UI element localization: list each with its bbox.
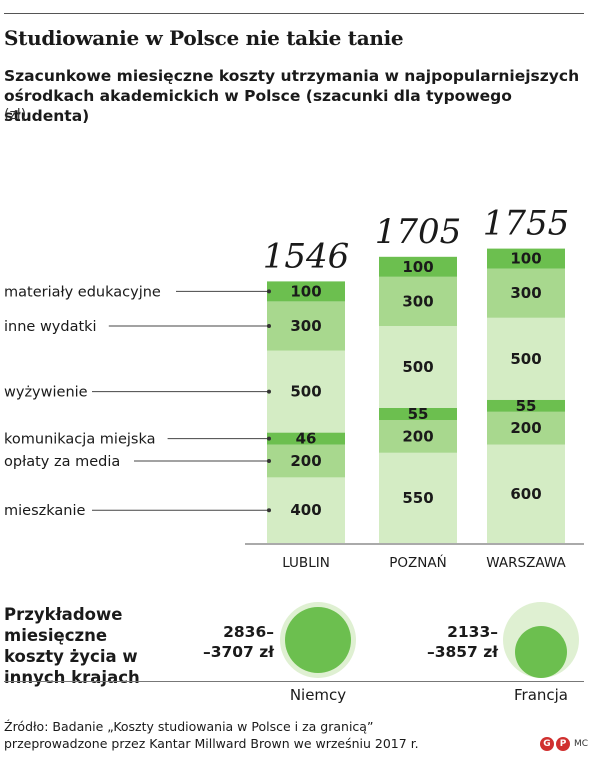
stacked-bar-chart: 400 200 46 500 300 100 1546 LUBLIN 550 200 55 500 30… <box>4 204 584 571</box>
leader-dot <box>267 289 271 294</box>
bar-segment-lublin-3 <box>267 350 345 433</box>
leader-dot <box>267 508 271 513</box>
data-label: 300 <box>402 292 433 310</box>
data-label: 500 <box>290 383 321 401</box>
data-label: 200 <box>290 452 321 470</box>
data-label: 100 <box>290 282 321 300</box>
bar-segment-poznań-2 <box>379 408 457 420</box>
bar-segment-warszawa-4 <box>487 268 565 318</box>
country-label-germany: Niemcy <box>289 686 347 704</box>
data-label: 500 <box>402 358 433 376</box>
country-circles <box>280 602 579 678</box>
data-label: 200 <box>510 419 541 437</box>
series-label: materiały edukacyjne <box>4 284 161 300</box>
data-label: 100 <box>402 258 433 276</box>
range-germany: 2836– –3707 zł <box>196 622 274 662</box>
top-rule <box>4 13 584 14</box>
bar-segment-lublin-1 <box>267 444 345 478</box>
bar-segment-poznań-4 <box>379 276 457 326</box>
bar-segment-lublin-4 <box>267 301 345 351</box>
author-credit: MC <box>574 739 589 749</box>
series-label: mieszkanie <box>4 503 85 519</box>
bar-segment-poznań-1 <box>379 420 457 453</box>
chart-title: Studiowanie w Polsce nie takie tanie <box>4 26 404 50</box>
logo-left-glyph: G <box>540 737 554 751</box>
leader-dot <box>267 389 271 394</box>
leader-dot <box>267 436 271 441</box>
data-label: 600 <box>510 485 541 503</box>
data-label: 100 <box>510 250 541 268</box>
bar-segment-poznań-5 <box>379 256 457 277</box>
category-label: WARSZAWA <box>486 555 566 571</box>
total-label: 1546 <box>263 236 350 276</box>
bar-segment-warszawa-0 <box>487 444 565 543</box>
source-line-2: przeprowadzone przez Kantar Millward Bro… <box>4 736 419 751</box>
bar-segment-warszawa-5 <box>487 248 565 269</box>
range-france-line2: –3857 zł <box>426 643 498 661</box>
range-france-line1: 2133– <box>447 623 498 641</box>
data-label: 500 <box>510 350 541 368</box>
data-label: 400 <box>290 501 321 519</box>
data-label: 200 <box>402 427 433 445</box>
bottom-baseline <box>4 681 584 682</box>
bar-segment-warszawa-1 <box>487 411 565 445</box>
range-france: 2133– –3857 zł <box>418 622 498 662</box>
data-label: 55 <box>408 405 429 423</box>
series-label: komunikacja miejska <box>4 432 156 448</box>
unit-label: (zł) <box>4 107 27 123</box>
leader-dot <box>267 324 271 328</box>
category-label: LUBLIN <box>282 555 330 571</box>
chart-subtitle: Szacunkowe miesięczne koszty utrzymania … <box>4 67 580 125</box>
data-label: 300 <box>510 284 541 302</box>
germany-inner-circle <box>285 607 351 673</box>
bar-segment-lublin-0 <box>267 477 345 543</box>
publisher-logo: G P <box>540 737 570 751</box>
series-label: opłaty za media <box>4 454 120 470</box>
data-label: 46 <box>296 430 317 448</box>
bar-segment-poznań-0 <box>379 452 457 543</box>
data-label: 55 <box>516 397 537 415</box>
source-note: Źródło: Badanie „Koszty studiowania w Po… <box>4 718 419 752</box>
logo-right-glyph: P <box>556 737 570 751</box>
data-label: 300 <box>290 317 321 335</box>
bottom-heading: Przykładowe miesięczne koszty życia w in… <box>4 605 140 687</box>
bar-segment-poznań-3 <box>379 326 457 408</box>
bar-segment-warszawa-3 <box>487 317 565 400</box>
data-label: 550 <box>402 489 433 507</box>
source-line-1: Źródło: Badanie „Koszty studiowania w Po… <box>4 719 374 734</box>
range-germany-line2: –3707 zł <box>202 643 274 661</box>
range-germany-line1: 2836– <box>223 623 274 641</box>
bar-segment-warszawa-2 <box>487 399 565 412</box>
category-label: POZNAŃ <box>389 553 446 571</box>
series-label: inne wydatki <box>4 319 97 335</box>
country-label-france: Francja <box>513 686 568 704</box>
bar-segment-lublin-5 <box>267 281 345 302</box>
leader-dot <box>267 459 271 463</box>
series-label: wyżywienie <box>4 385 88 401</box>
total-label: 1705 <box>375 212 462 252</box>
total-label: 1755 <box>483 204 570 244</box>
france-inner-circle <box>515 626 567 678</box>
bar-segment-lublin-2 <box>267 432 345 445</box>
